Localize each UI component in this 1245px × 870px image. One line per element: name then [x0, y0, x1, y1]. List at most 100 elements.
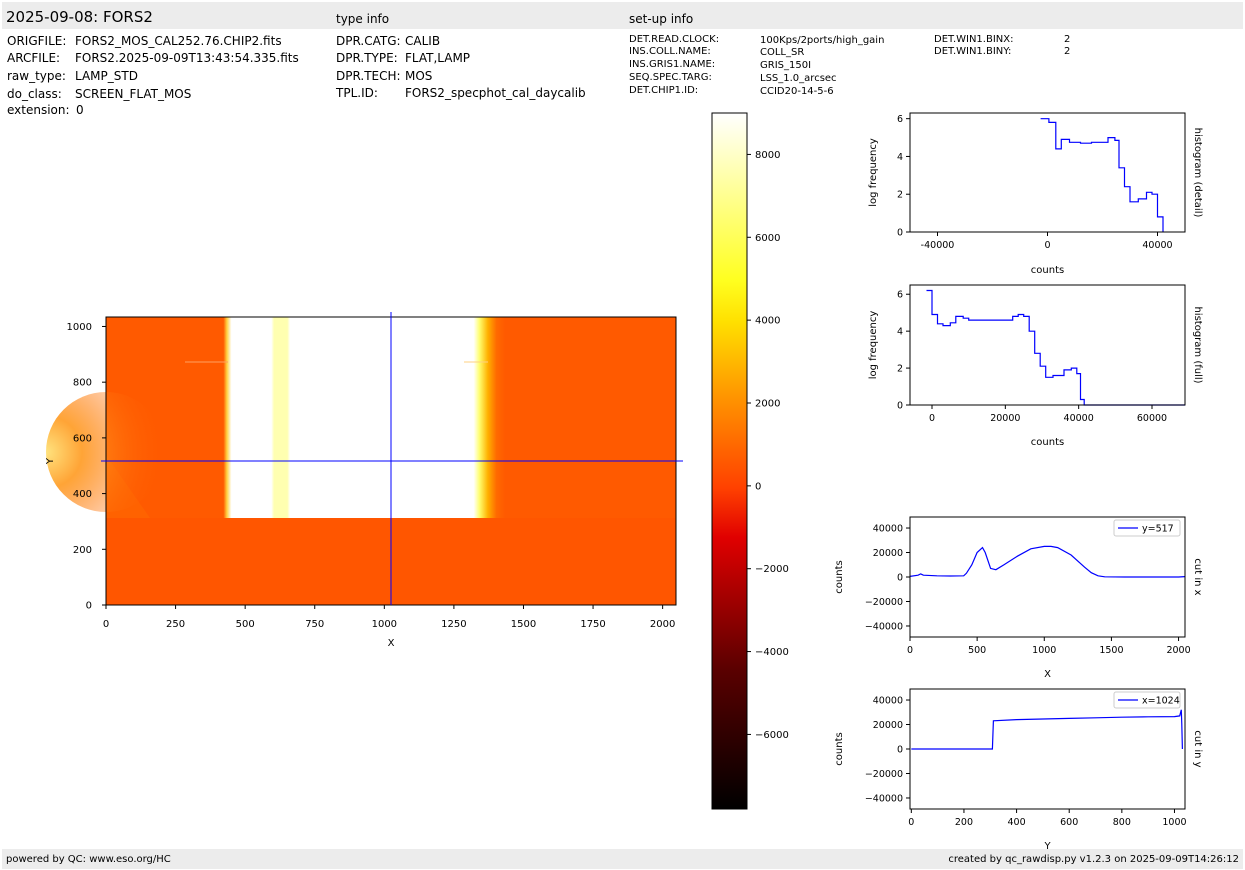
y-tick-label: 4: [897, 327, 903, 338]
file-info-key: raw_type:: [7, 69, 66, 83]
type-info-key: DPR.TYPE:: [336, 51, 398, 65]
setup-info-value: 2: [1064, 46, 1071, 57]
header-bar: [2, 2, 1243, 29]
x-axis-label: X: [388, 638, 395, 649]
y-tick-label: 400: [73, 489, 92, 500]
setup-info-key: INS.COLL.NAME:: [629, 46, 711, 57]
x-tick-label: 2000: [1166, 645, 1190, 656]
y-tick-label: 1000: [67, 322, 92, 333]
y-tick-label: 2: [897, 364, 903, 375]
x-tick-label: 1000: [1032, 645, 1056, 656]
setup-info-key: DET.WIN1.BINY:: [934, 46, 1012, 57]
colorbar-tick-label: 4000: [755, 316, 780, 327]
file-info-value: SCREEN_FLAT_MOS: [75, 87, 192, 101]
y-axis-label: counts: [834, 732, 845, 765]
y-tick-label: −20000: [865, 597, 903, 608]
x-tick-label: 200: [955, 817, 973, 828]
setup-info-value: COLL_SR: [760, 47, 805, 58]
legend-label: x=1024: [1142, 696, 1180, 707]
file-info-key: extension:: [7, 103, 70, 117]
x-tick-label: 750: [305, 619, 324, 630]
file-info-value: FORS2.2025-09-09T13:43:54.335.fits: [75, 51, 299, 65]
x-tick-label: 20000: [990, 413, 1020, 424]
page-title: 2025-09-08: FORS2: [6, 8, 153, 26]
y-axis-label: counts: [834, 560, 845, 593]
file-info-value: FORS2_MOS_CAL252.76.CHIP2.fits: [75, 34, 282, 48]
y-axis-label: log frequency: [868, 311, 879, 380]
side-label: histogram (full): [1192, 306, 1203, 383]
y-tick-label: −40000: [865, 621, 903, 632]
series-line: [1040, 118, 1164, 232]
x-tick-label: 400: [1008, 817, 1026, 828]
y-tick-label: 800: [73, 378, 92, 389]
colorbar: [711, 112, 748, 810]
x-tick-label: 40000: [1142, 240, 1172, 251]
y-tick-label: 40000: [873, 696, 903, 707]
colorbar-tick-label: 6000: [755, 233, 780, 244]
side-label: histogram (detail): [1192, 128, 1203, 218]
x-tick-label: 1250: [441, 619, 466, 630]
x-tick-label: 0: [1044, 240, 1050, 251]
y-tick-label: 0: [897, 573, 903, 584]
x-tick-label: 500: [968, 645, 986, 656]
x-axis-label: Y: [1043, 841, 1051, 852]
type-info-key: DPR.CATG:: [336, 34, 401, 48]
y-tick-label: 6: [897, 114, 903, 125]
setup-info-key: DET.READ.CLOCK:: [629, 34, 720, 45]
setup-info-value: GRIS_150I: [760, 60, 812, 71]
y-tick-label: 40000: [873, 524, 903, 535]
type-info-value: MOS: [405, 69, 433, 83]
x-axis-label: counts: [1031, 265, 1064, 276]
y-tick-label: 0: [86, 601, 92, 612]
file-info-key: ORIGFILE:: [7, 34, 67, 48]
colorbar-tick-label: −2000: [755, 564, 789, 575]
x-tick-label: 0: [103, 619, 109, 630]
y-tick-label: 4: [897, 152, 903, 163]
x-tick-label: 40000: [1064, 413, 1094, 424]
series-line: [909, 545, 1186, 578]
footer-powered-by: powered by QC: www.eso.org/HC: [6, 854, 171, 865]
setup-info-key: DET.WIN1.BINX:: [934, 34, 1014, 45]
x-tick-label: 0: [929, 413, 935, 424]
setup-info-heading: set-up info: [629, 12, 694, 26]
footer-created-by: created by qc_rawdisp.py v1.2.3 on 2025-…: [948, 854, 1239, 865]
y-tick-label: 0: [897, 228, 903, 239]
y-tick-label: −40000: [865, 793, 903, 804]
type-info-key: TPL.ID:: [336, 86, 378, 100]
y-tick-label: 6: [897, 290, 903, 301]
side-label: cut in x: [1192, 558, 1203, 595]
setup-info-value: 2: [1064, 34, 1071, 45]
x-tick-label: 2000: [650, 619, 675, 630]
setup-info-value: CCID20-14-5-6: [760, 86, 834, 97]
x-tick-label: 1000: [1162, 817, 1186, 828]
plot-frame: [909, 112, 1186, 233]
y-tick-label: 0: [897, 401, 903, 412]
x-tick-label: 1750: [580, 619, 605, 630]
y-axis-label: log frequency: [868, 138, 879, 207]
legend-label: y=517: [1142, 524, 1174, 535]
series-line: [926, 289, 1185, 406]
setup-info-key: INS.GRIS1.NAME:: [629, 59, 716, 70]
x-tick-label: 600: [1060, 817, 1078, 828]
colorbar-tick-label: −4000: [755, 647, 789, 658]
legend-box: [1113, 691, 1181, 709]
x-tick-label: 800: [1113, 817, 1131, 828]
file-info-value: 0: [76, 103, 84, 117]
legend-box: [1113, 519, 1181, 537]
x-tick-label: -40000: [921, 240, 955, 251]
series-line: [911, 709, 1183, 750]
x-tick-label: 60000: [1137, 413, 1167, 424]
colorbar-tick-label: −6000: [755, 730, 789, 741]
x-tick-label: 500: [236, 619, 255, 630]
y-tick-label: −20000: [865, 769, 903, 780]
setup-info-key: DET.CHIP1.ID:: [629, 85, 699, 96]
y-tick-label: 2: [897, 190, 903, 201]
x-tick-label: 0: [908, 817, 914, 828]
y-tick-label: 200: [73, 545, 92, 556]
file-info-key: do_class:: [7, 87, 62, 101]
type-info-heading: type info: [336, 12, 390, 26]
type-info-key: DPR.TECH:: [336, 69, 401, 83]
y-axis-label: Y: [45, 457, 56, 465]
type-info-value: CALIB: [405, 34, 441, 48]
